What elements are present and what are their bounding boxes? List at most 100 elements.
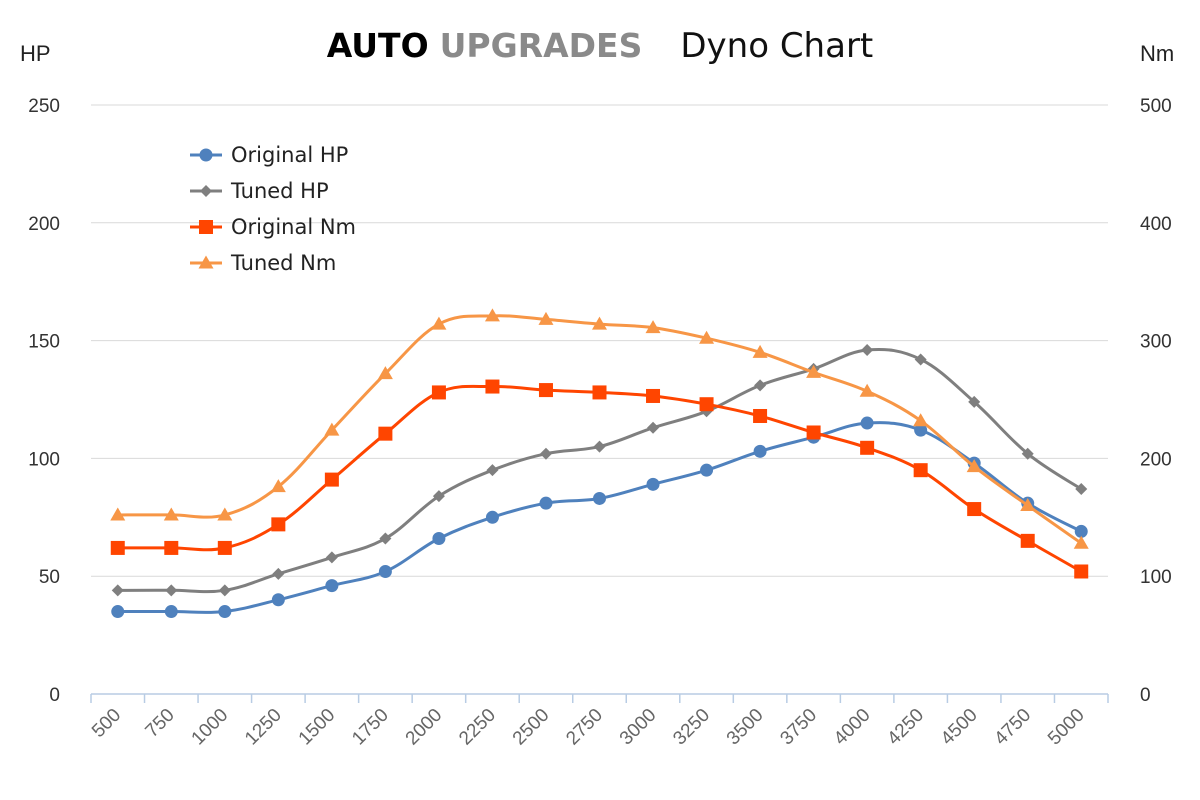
data-point-tuned-nm — [324, 422, 340, 436]
x-tick-label: 1000 — [188, 705, 233, 750]
data-point-original-nm — [967, 502, 982, 517]
data-point-tuned-nm — [270, 479, 286, 493]
data-point-original-nm — [485, 379, 500, 394]
data-point-tuned-hp — [861, 344, 874, 357]
x-tick-label: 4750 — [990, 705, 1035, 750]
x-tick-label: 2500 — [509, 705, 554, 750]
data-point-tuned-nm — [592, 316, 607, 330]
x-tick-label: 2750 — [562, 705, 607, 750]
data-point-original-nm — [860, 440, 875, 455]
legend-label: Original Nm — [231, 215, 356, 239]
series-line-original-nm — [117, 384, 1082, 573]
data-point-tuned-nm — [966, 459, 982, 473]
legend-item-original-nm: Original Nm — [190, 215, 356, 239]
data-point-original-nm — [217, 540, 232, 555]
data-point-original-hp — [700, 463, 714, 477]
x-tick-label: 2250 — [455, 705, 500, 750]
data-point-original-hp — [485, 510, 499, 524]
data-point-original-nm — [110, 540, 125, 555]
data-point-original-nm — [538, 383, 553, 398]
axis-layer: 0 50 100 150 200 2500 100 200 300 400 500 500 750 100… — [28, 96, 1171, 749]
data-point-tuned-nm — [645, 320, 661, 334]
data-point-original-nm — [1074, 564, 1089, 579]
series-original-hp — [111, 416, 1088, 619]
x-tick-label: 1750 — [348, 705, 393, 750]
data-point-original-nm — [592, 385, 607, 400]
data-point-tuned-hp — [486, 464, 499, 477]
legend: Original HP Tuned HP Original Nm Tuned Nm — [190, 143, 356, 275]
data-point-original-hp — [325, 579, 339, 593]
data-point-tuned-hp — [165, 584, 178, 597]
grid-layer — [91, 104, 1108, 577]
legend-marker — [199, 220, 213, 234]
data-point-tuned-nm — [217, 507, 233, 521]
data-point-original-nm — [753, 408, 768, 423]
legend-marker — [199, 148, 213, 162]
data-point-original-hp — [378, 564, 392, 578]
series-layer — [110, 308, 1089, 619]
x-tick-label: 1250 — [241, 705, 286, 750]
y-right-tick-label: 300 — [1140, 332, 1172, 353]
y-right-tick-label: 500 — [1140, 96, 1172, 117]
legend-item-tuned-nm: Tuned Nm — [190, 251, 336, 275]
x-tick-label: 500 — [88, 705, 125, 742]
y-right-tick-label: 200 — [1140, 449, 1172, 470]
data-point-tuned-nm — [163, 507, 179, 521]
legend-label: Tuned Nm — [230, 251, 336, 275]
data-point-original-nm — [271, 517, 286, 532]
data-point-tuned-nm — [806, 364, 822, 378]
x-tick-label: 1500 — [295, 705, 340, 750]
y-right-axis-label: Nm — [1140, 41, 1174, 66]
data-point-tuned-nm — [110, 507, 126, 521]
x-tick-label: 2000 — [402, 705, 447, 750]
data-point-tuned-nm — [1073, 535, 1089, 549]
data-point-original-hp — [218, 605, 232, 619]
data-point-tuned-nm — [1020, 498, 1036, 512]
y-left-tick-label: 50 — [39, 567, 60, 588]
data-point-original-nm — [164, 540, 179, 555]
data-point-tuned-nm — [377, 366, 393, 380]
data-point-original-nm — [913, 463, 928, 478]
chart-title: AUTO UPGRADES Dyno Chart — [327, 26, 874, 66]
y-right-tick-label: 400 — [1140, 214, 1172, 235]
y-left-tick-label: 0 — [49, 685, 60, 706]
legend-marker — [200, 185, 212, 197]
data-point-original-hp — [271, 593, 285, 607]
series-line-tuned-nm — [117, 314, 1083, 545]
y-left-tick-label: 100 — [28, 449, 60, 470]
y-left-tick-label: 150 — [28, 332, 60, 353]
data-point-tuned-hp — [1021, 447, 1034, 460]
data-point-tuned-nm — [913, 413, 929, 427]
x-tick-label: 750 — [142, 705, 179, 742]
data-point-tuned-hp — [968, 395, 981, 408]
x-tick-label: 4250 — [883, 705, 928, 750]
data-point-tuned-hp — [1075, 483, 1088, 496]
y-left-tick-label: 200 — [28, 214, 60, 235]
y-left-axis-label: HP — [20, 41, 51, 66]
data-point-tuned-nm — [484, 308, 500, 322]
legend-item-original-hp: Original HP — [190, 143, 348, 167]
data-point-tuned-nm — [752, 344, 768, 358]
data-point-original-hp — [753, 444, 767, 458]
x-tick-label: 4000 — [830, 705, 875, 750]
x-tick-label: 5000 — [1044, 705, 1089, 750]
y-right-tick-label: 100 — [1140, 567, 1172, 588]
data-point-tuned-hp — [432, 490, 445, 503]
legend-item-tuned-hp: Tuned HP — [190, 179, 329, 203]
title-brand-upgrades: UPGRADES — [440, 26, 643, 65]
series-original-nm — [110, 379, 1089, 579]
data-point-tuned-nm — [859, 383, 875, 397]
x-tick-label: 4500 — [937, 705, 982, 750]
data-point-original-hp — [539, 496, 553, 510]
data-point-original-nm — [1020, 533, 1035, 548]
data-point-original-nm — [324, 472, 339, 487]
data-point-original-nm — [431, 385, 446, 400]
legend-label: Tuned HP — [230, 179, 329, 203]
data-point-original-nm — [646, 388, 661, 403]
data-point-tuned-hp — [379, 532, 392, 545]
data-point-original-hp — [593, 491, 606, 505]
data-point-original-hp — [860, 416, 874, 430]
data-point-tuned-hp — [272, 567, 285, 580]
